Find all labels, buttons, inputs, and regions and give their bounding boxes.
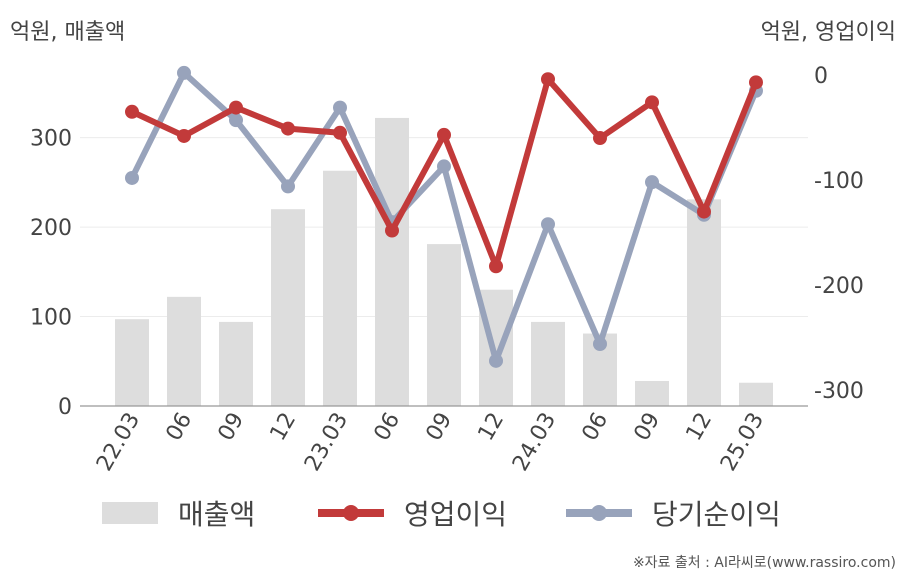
x-tick-label: 22.03 [92, 409, 145, 476]
series-point [125, 170, 139, 185]
series-point [645, 95, 659, 110]
legend-item-operating-profit: 영업이익 [318, 493, 507, 533]
bar [115, 319, 149, 406]
series-point [333, 100, 347, 115]
bar [375, 117, 409, 406]
series-point [541, 72, 555, 87]
series-point [125, 104, 139, 119]
x-tick-label: 06 [162, 409, 198, 446]
legend-item-sales: 매출액 [102, 493, 255, 533]
series-point [489, 353, 503, 368]
right-tick-label: -300 [814, 379, 864, 404]
bar [271, 209, 305, 406]
left-tick-label: 100 [30, 306, 72, 331]
bar [323, 170, 357, 406]
right-tick-label: -100 [814, 169, 864, 194]
series-point [749, 75, 763, 90]
series-point [489, 259, 503, 274]
right-tick-label: 0 [814, 64, 828, 89]
left-tick-label: 0 [58, 395, 72, 420]
series-point [385, 223, 399, 238]
legend-swatch-sales [102, 502, 158, 524]
x-tick-label: 12 [266, 409, 302, 446]
x-tick-label: 09 [422, 409, 458, 446]
legend-label-sales: 매출액 [178, 498, 256, 531]
x-tick-label: 23.03 [300, 409, 353, 476]
bar [427, 244, 461, 406]
series-point [437, 127, 451, 142]
x-tick-label: 06 [578, 409, 614, 446]
x-tick-label: 09 [214, 409, 250, 446]
series-point [593, 131, 607, 146]
bar [687, 199, 721, 406]
right-tick-label: -200 [814, 274, 864, 299]
series-point [229, 113, 243, 128]
series-point [437, 159, 451, 174]
series-point [281, 179, 295, 194]
bar [635, 380, 669, 406]
sales-bars [115, 117, 773, 406]
bar [739, 382, 773, 406]
series-point [177, 65, 191, 80]
legend-item-net-income: 당기순이익 [566, 493, 781, 533]
left-tick-label: 300 [30, 127, 72, 152]
series-point [541, 217, 555, 232]
series-point [697, 204, 711, 219]
x-tick-label: 12 [474, 409, 510, 446]
left-tick-label: 200 [30, 216, 72, 241]
x-tick-label: 06 [370, 409, 406, 446]
legend-label-net-income: 당기순이익 [652, 498, 781, 531]
series-point [229, 100, 243, 115]
bar [219, 321, 253, 406]
x-tick-label: 24.03 [508, 409, 561, 476]
left-axis-unit: 억원, 매출액 [10, 20, 126, 45]
series-point [593, 337, 607, 352]
legend-swatch-net-income [566, 505, 632, 521]
right-axis-unit: 억원, 영업이익 [760, 20, 896, 45]
x-tick-label: 12 [682, 409, 718, 446]
series-point [177, 128, 191, 143]
legend-label-operating-profit: 영업이익 [404, 498, 508, 531]
x-tick-label: 25.03 [716, 409, 769, 476]
legend-swatch-operating-profit [318, 505, 384, 521]
series-point [645, 175, 659, 190]
bar [531, 321, 565, 406]
bar [167, 296, 201, 406]
source-note: ※자료 출처 : AI라씨로(www.rassiro.com) [632, 555, 896, 571]
x-tick-label: 09 [630, 409, 666, 446]
series-point [333, 125, 347, 140]
profit-lines [125, 65, 763, 368]
series-point [281, 121, 295, 136]
